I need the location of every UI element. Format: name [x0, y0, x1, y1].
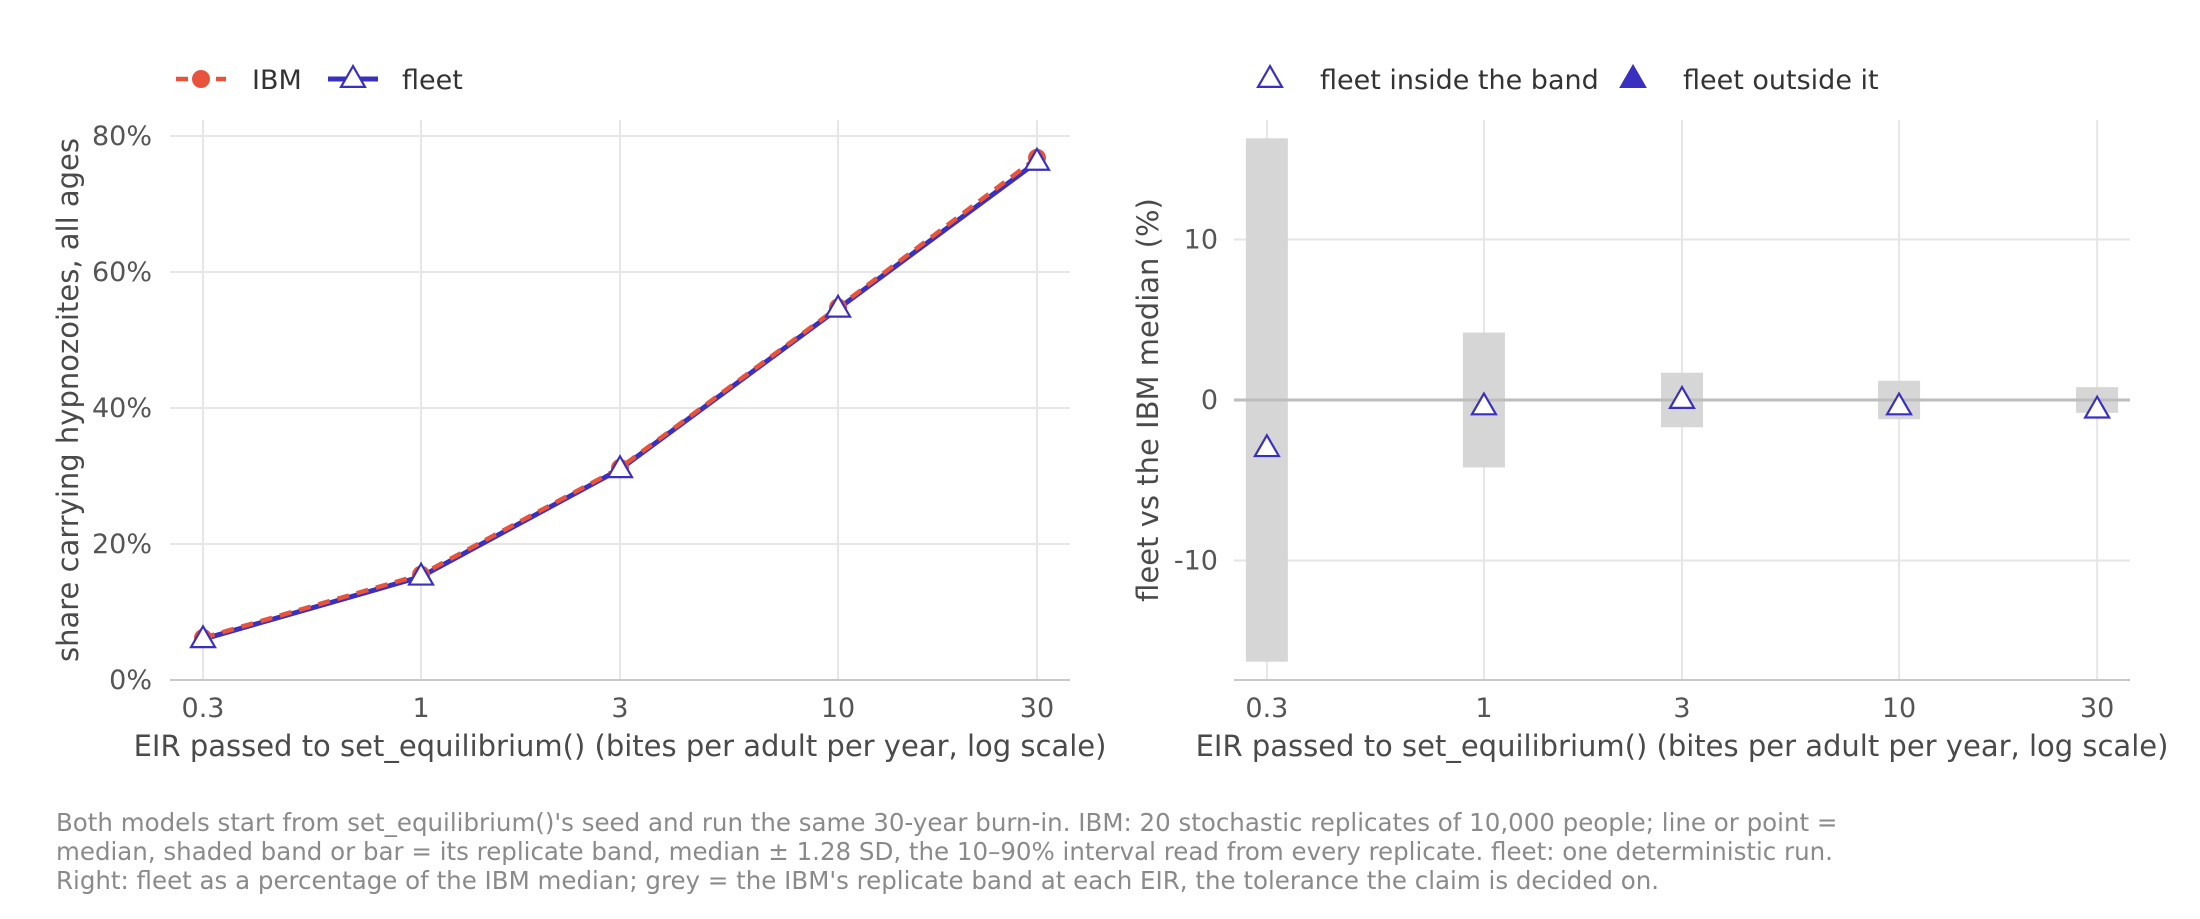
left-y-tick-label: 60% [92, 257, 152, 288]
fleet-point-inside-band [2083, 394, 2112, 419]
fleet-point [1023, 146, 1051, 171]
legend-outside-band-label: fleet outside it [1683, 65, 1879, 96]
right-x-tick-label: 0.3 [1245, 693, 1288, 724]
left-x-tick-label: 0.3 [182, 693, 225, 724]
left-y-tick-label: 20% [92, 529, 152, 560]
caption-line: Both models start from set_equilibrium()… [56, 808, 1838, 837]
right-legend: fleet inside the band fleet outside it [1256, 63, 1879, 96]
right-panel-chart: 0.3 1 3 10 30 -10 0 10 EIR passed to set_equili… [1131, 63, 2169, 763]
fleet-point-inside-band [1252, 433, 1281, 458]
fleet-point [407, 561, 435, 586]
fleet-point-inside-band [1470, 391, 1498, 416]
left-x-tick-label: 3 [611, 693, 628, 724]
right-y-tick-label: 10 [1184, 224, 1218, 255]
caption-line: Right: fleet as a percentage of the IBM … [56, 866, 1660, 895]
fleet-point [824, 293, 852, 318]
left-legend: IBM fleet [176, 63, 463, 96]
fleet-point-inside-band [1668, 384, 1696, 409]
legend-ibm-marker [192, 70, 210, 88]
left-panel-chart: 0.3 1 3 10 30 0% 20% 40% 60% 80% EIR passed to se… [51, 63, 1107, 763]
left-series [189, 146, 1051, 649]
left-x-tick-label: 30 [1020, 693, 1054, 724]
ibm-series-line [202, 155, 1039, 641]
left-y-tick-label: 0% [109, 665, 152, 696]
legend-inside-band-label: fleet inside the band [1320, 65, 1599, 96]
left-y-tick-label: 40% [92, 393, 152, 424]
fleet-point [606, 454, 634, 479]
figure-caption: Both models start from set_equilibrium()… [56, 808, 2156, 895]
left-x-tick-label: 10 [821, 693, 855, 724]
right-x-axis-title: EIR passed to set_equilibrium() (bites p… [1196, 729, 2169, 763]
legend-inside-band-marker [1256, 63, 1284, 88]
fleet-point [189, 624, 217, 649]
left-tick-labels: 0.3 1 3 10 30 0% 20% 40% 60% 80% [92, 121, 1054, 724]
right-y-tick-label: 0 [1201, 385, 1218, 416]
legend-outside-band-marker [1619, 63, 1647, 88]
right-y-axis-title: fleet vs the IBM median (%) [1131, 198, 1165, 602]
legend-fleet-label: fleet [402, 65, 463, 96]
right-x-tick-label: 3 [1673, 693, 1690, 724]
left-y-tick-label: 80% [92, 121, 152, 152]
caption-line: median, shaded band or bar = its replica… [56, 837, 1833, 866]
right-x-tick-label: 10 [1882, 693, 1916, 724]
fleet-point-inside-band [1885, 391, 1913, 416]
left-gridlines [170, 120, 1070, 681]
left-y-axis-title: share carrying hypnozoites, all ages [51, 138, 85, 662]
right-y-tick-label: -10 [1174, 546, 1218, 577]
right-x-tick-label: 1 [1475, 693, 1492, 724]
right-tick-labels: 0.3 1 3 10 30 -10 0 10 [1174, 224, 2114, 724]
left-x-tick-label: 1 [412, 693, 429, 724]
right-x-tick-label: 30 [2080, 693, 2114, 724]
right-points [1252, 384, 2112, 458]
legend-ibm-label: IBM [252, 65, 302, 96]
left-x-axis-title: EIR passed to set_equilibrium() (bites p… [134, 729, 1107, 763]
legend-fleet-marker [339, 63, 367, 88]
